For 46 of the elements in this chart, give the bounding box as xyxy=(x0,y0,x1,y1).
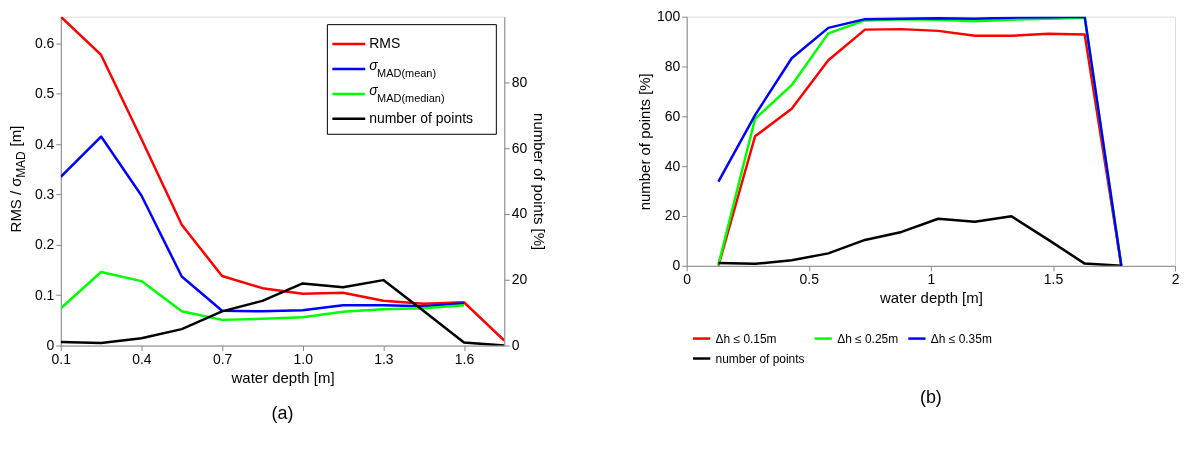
y-axis-title: RMS / σMAD [m] xyxy=(6,125,28,233)
y-tick-label: 0.1 xyxy=(34,286,55,303)
legend-label: number of points xyxy=(369,109,474,126)
y-axis-title: number of points [%] xyxy=(635,73,653,211)
x-tick-label: 1.5 xyxy=(1043,271,1064,288)
y-tick-label: 20 xyxy=(664,207,681,224)
y-tick-label: 0.2 xyxy=(34,236,55,253)
y2-tick-label: 40 xyxy=(511,205,528,222)
y-tick-label: 0 xyxy=(46,337,55,354)
y-tick-label: 40 xyxy=(664,157,681,174)
legend-label: number of points xyxy=(715,351,805,366)
legend-label: Δh ≤ 0.25m xyxy=(837,331,899,346)
line-series xyxy=(60,270,466,322)
x-tick-label: 0.7 xyxy=(212,351,233,367)
legend-label: Δh ≤ 0.15m xyxy=(715,331,777,346)
x-axis-title: water depth [m] xyxy=(878,289,983,307)
x-axis-title: water depth [m] xyxy=(230,368,335,386)
y2-tick-label: 80 xyxy=(511,73,528,90)
y-tick-label: 0.4 xyxy=(34,135,55,152)
line-series xyxy=(60,135,466,313)
line-series xyxy=(60,16,505,342)
line-series xyxy=(717,215,1123,266)
x-tick-label: 0.4 xyxy=(132,351,152,367)
x-tick-label: 1.0 xyxy=(293,351,314,367)
y-tick-label: 0.3 xyxy=(34,185,55,202)
x-tick-label: 0 xyxy=(683,271,692,288)
y-tick-label: 0.6 xyxy=(34,34,55,51)
legend-label: RMS xyxy=(369,35,401,52)
y-tick-label: 0.5 xyxy=(34,85,55,102)
text: (a) xyxy=(271,403,294,424)
x-tick-label: 0.1 xyxy=(51,351,72,367)
x-tick-label: 1 xyxy=(927,271,936,288)
legend-label: Δh ≤ 0.35m xyxy=(930,331,992,346)
y-tick-label: 100 xyxy=(656,8,681,25)
y-tick-label: 80 xyxy=(664,57,681,74)
y-tick-label: 60 xyxy=(664,107,681,124)
y2-axis-title: number of points [%] xyxy=(531,113,549,251)
y2-tick-label: 0 xyxy=(511,337,520,354)
y-tick-label: 0 xyxy=(672,257,681,274)
x-tick-label: 1.3 xyxy=(374,351,394,367)
x-tick-label: 0.5 xyxy=(799,271,820,288)
x-tick-label: 2 xyxy=(1171,271,1180,288)
y2-tick-label: 20 xyxy=(511,271,528,288)
y2-tick-label: 60 xyxy=(511,139,528,156)
x-tick-label: 1.6 xyxy=(454,351,475,367)
text: (b) xyxy=(919,387,942,408)
